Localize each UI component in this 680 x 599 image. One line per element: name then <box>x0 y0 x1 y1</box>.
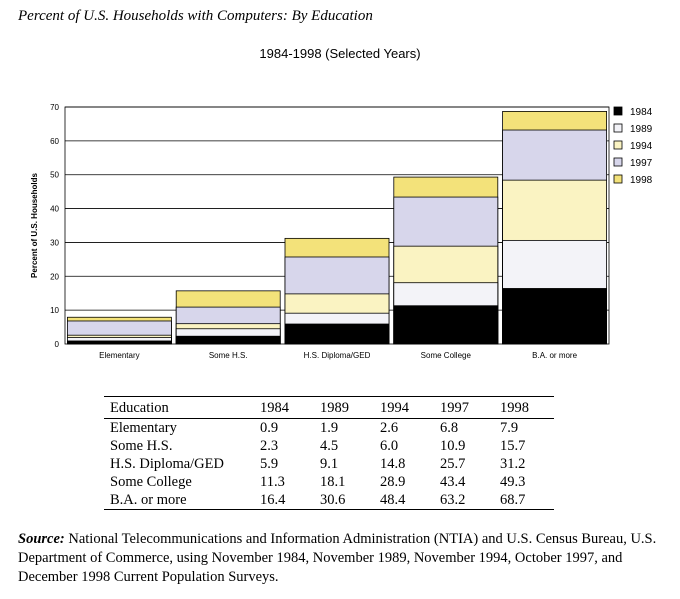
table-header-cell: 1984 <box>260 400 289 416</box>
x-tick-label: Some H.S. <box>209 351 248 360</box>
table-cell: Some H.S. <box>110 438 173 454</box>
table-cell: 15.7 <box>500 438 526 454</box>
table-cell: Some College <box>110 474 192 490</box>
y-tick-label: 10 <box>50 306 59 315</box>
legend-label: 1989 <box>630 124 653 135</box>
table-cell: H.S. Diploma/GED <box>110 456 224 472</box>
bar-1984-4 <box>502 288 608 345</box>
data-table: Education 1984 1989 1994 1997 1998 Elementary… <box>104 396 554 510</box>
table-row: H.S. Diploma/GED 5.9 9.1 14.8 25.7 31.2 <box>104 455 554 473</box>
table-cell: 63.2 <box>440 492 466 508</box>
table-cell: 43.4 <box>440 474 466 490</box>
legend-swatch-1984 <box>613 106 623 116</box>
table-cell: 6.0 <box>380 438 399 454</box>
y-axis-label: Percent of U.S. Households <box>30 172 39 277</box>
table-cell: 30.6 <box>320 492 346 508</box>
table-row: B.A. or more 16.4 30.6 48.4 63.2 68.7 <box>104 491 554 510</box>
figure-title: Percent of U.S. Households with Computer… <box>18 8 373 24</box>
table-cell: 2.6 <box>380 420 399 436</box>
table-cell: 68.7 <box>500 492 526 508</box>
legend-label: 1997 <box>630 158 653 169</box>
y-tick-label: 0 <box>55 340 60 349</box>
legend-swatch-1998 <box>613 174 623 184</box>
table-header-cell: 1994 <box>380 400 409 416</box>
table-cell: 16.4 <box>260 492 286 508</box>
x-tick-label: Some College <box>421 351 472 360</box>
x-tick-label: B.A. or more <box>532 351 577 360</box>
y-tick-label: 60 <box>50 137 59 146</box>
legend-label: 1994 <box>630 141 653 152</box>
y-tick-label: 70 <box>50 103 59 112</box>
table-row: Some H.S. 2.3 4.5 6.0 10.9 15.7 <box>104 437 554 455</box>
table-cell: 2.3 <box>260 438 279 454</box>
table-cell: 7.9 <box>500 420 519 436</box>
y-tick-label: 20 <box>50 272 59 281</box>
table-cell: 9.1 <box>320 456 339 472</box>
bar-1984-1 <box>175 335 281 345</box>
table-header-cell: 1989 <box>320 400 349 416</box>
legend-swatch-1994 <box>613 140 623 150</box>
legend-label: 1998 <box>630 175 653 186</box>
bar-1984-0 <box>67 340 172 345</box>
table-header-row: Education 1984 1989 1994 1997 1998 <box>104 396 554 419</box>
table-cell: 0.9 <box>260 420 279 436</box>
y-tick-label: 30 <box>50 238 59 247</box>
x-tick-label: Elementary <box>99 351 139 360</box>
table-header-cell: 1997 <box>440 400 469 416</box>
table-cell: Elementary <box>110 420 177 436</box>
table-cell: 25.7 <box>440 456 466 472</box>
table-row: Some College 11.3 18.1 28.9 43.4 49.3 <box>104 473 554 491</box>
table-cell: 31.2 <box>500 456 526 472</box>
table-cell: 10.9 <box>440 438 466 454</box>
legend-swatch-1997 <box>613 157 623 167</box>
table-cell: 49.3 <box>500 474 526 490</box>
table-cell: 5.9 <box>260 456 279 472</box>
source-text: National Telecommunications and Informat… <box>18 531 657 585</box>
source-note: Source: National Telecommunications and … <box>18 530 658 587</box>
legend-label: 1984 <box>630 107 653 118</box>
source-label: Source: <box>18 531 65 547</box>
table-cell: 1.9 <box>320 420 339 436</box>
bar-1984-2 <box>284 323 390 345</box>
table-header-cell: 1998 <box>500 400 529 416</box>
y-tick-label: 50 <box>50 171 59 180</box>
table-cell: 11.3 <box>260 474 285 490</box>
table-row: Elementary 0.9 1.9 2.6 6.8 7.9 <box>104 419 554 438</box>
table-body: Elementary 0.9 1.9 2.6 6.8 7.9 Some H.S. 2.3 4.5… <box>104 419 554 510</box>
table-cell: B.A. or more <box>110 492 187 508</box>
table-cell: 48.4 <box>380 492 406 508</box>
table-cell: 14.8 <box>380 456 406 472</box>
stacked-bar-chart: 0 10 20 30 40 50 60 70 Elementary Some H.S. H.S. D… <box>30 103 653 360</box>
chart-subtitle: 1984-1998 (Selected Years) <box>259 46 421 61</box>
legend-swatch-1989 <box>613 123 623 133</box>
table-cell: 4.5 <box>320 438 339 454</box>
table-cell: 6.8 <box>440 420 459 436</box>
y-tick-label: 40 <box>50 205 59 214</box>
table-cell: 28.9 <box>380 474 406 490</box>
x-tick-label: H.S. Diploma/GED <box>304 351 371 360</box>
bar-1984-3 <box>393 305 499 345</box>
table-header-cell: Education <box>110 400 169 416</box>
table-cell: 18.1 <box>320 474 346 490</box>
